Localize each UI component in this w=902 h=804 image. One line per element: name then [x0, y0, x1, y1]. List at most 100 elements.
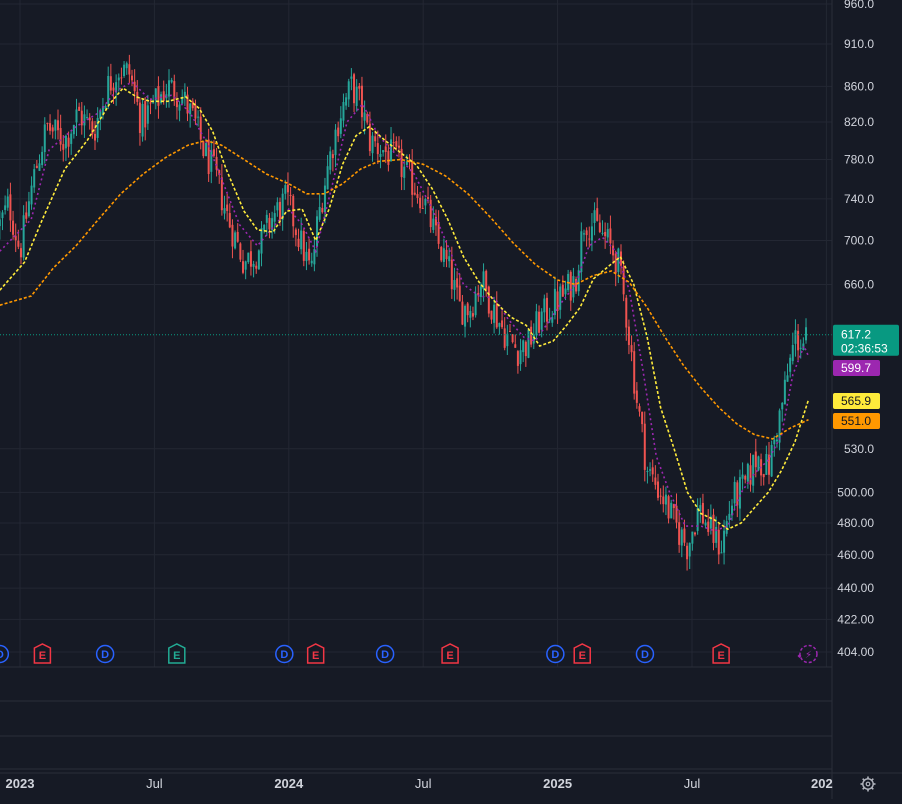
- candle-down: [524, 341, 527, 357]
- event-marker-earnings-red[interactable]: E: [573, 643, 591, 664]
- candle-down: [173, 81, 176, 100]
- event-marker-earnings-red[interactable]: E: [306, 643, 325, 664]
- candle-down: [294, 229, 297, 236]
- candle-down: [157, 86, 160, 106]
- y-tick-label: 960.0: [844, 0, 874, 11]
- candle-down: [754, 451, 757, 468]
- candle-up: [313, 249, 316, 265]
- event-marker-earnings-red[interactable]: E: [712, 643, 730, 664]
- event-marker-earnings-red[interactable]: E: [33, 643, 52, 664]
- candle-up: [522, 340, 525, 353]
- candle-down: [686, 545, 689, 560]
- dividend-icon: [375, 644, 395, 664]
- candle-down: [585, 230, 588, 236]
- event-marker-earnings-green[interactable]: E: [168, 643, 186, 664]
- candle-down: [609, 228, 612, 244]
- y-tick-label: 660.0: [844, 278, 874, 292]
- candle-down: [556, 291, 559, 311]
- candle-down: [604, 231, 607, 237]
- candle-down: [80, 110, 83, 126]
- candle-up: [345, 97, 348, 106]
- candle-up: [252, 263, 255, 267]
- candle-down: [331, 154, 334, 159]
- grid: [0, 0, 832, 667]
- candle-up: [326, 166, 329, 190]
- candle-up: [680, 529, 683, 546]
- event-letter: E: [717, 650, 724, 662]
- y-tick-label: 500.00: [837, 485, 874, 499]
- time-axis[interactable]: [0, 667, 902, 799]
- candle-down: [242, 261, 245, 273]
- event-marker-dividend[interactable]: D: [275, 644, 294, 664]
- candle-up: [146, 105, 149, 124]
- candle-down: [78, 106, 81, 111]
- candle-up: [22, 215, 25, 258]
- candle-down: [358, 85, 361, 89]
- candle-down: [392, 142, 395, 144]
- candle-down: [302, 231, 305, 261]
- y-tick-label: 910.0: [844, 37, 874, 51]
- candle-up: [123, 64, 126, 77]
- event-marker-dividend[interactable]: D: [635, 644, 655, 664]
- event-marker-dividend[interactable]: D: [0, 644, 10, 664]
- candle-up: [284, 185, 287, 194]
- candle-up: [572, 276, 575, 298]
- event-marker-dividend[interactable]: D: [375, 644, 395, 664]
- candle-down: [487, 286, 490, 314]
- y-tick-label: 530.0: [844, 442, 874, 456]
- candle-up: [323, 185, 326, 213]
- candle-up: [189, 103, 192, 115]
- ma-badge-value: 599.7: [841, 361, 871, 375]
- event-marker-upcoming[interactable]: ⚡: [797, 644, 818, 664]
- candle-up: [506, 333, 509, 347]
- candle-up: [741, 474, 744, 479]
- event-marker-earnings-red[interactable]: E: [441, 643, 459, 664]
- candle-down: [368, 123, 371, 152]
- candle-up: [752, 454, 755, 486]
- event-markers[interactable]: D E D E D E D E D E D E ⚡: [0, 643, 818, 664]
- event-letter: D: [0, 649, 4, 661]
- earnings-icon: [306, 643, 325, 664]
- x-tick-label: 2024: [274, 776, 304, 791]
- candle-up: [197, 116, 200, 118]
- candle-up: [601, 232, 604, 234]
- candles: [0, 54, 808, 571]
- candle-up: [519, 350, 522, 365]
- candle-up: [664, 494, 667, 505]
- candle-down: [207, 139, 210, 175]
- candle-up: [41, 151, 44, 166]
- event-letter: D: [551, 649, 559, 661]
- candle-up: [577, 270, 580, 292]
- candle-down: [162, 91, 165, 102]
- candle-up: [715, 526, 718, 543]
- candle-up: [527, 329, 530, 358]
- candle-down: [538, 311, 541, 333]
- candle-up: [688, 542, 691, 557]
- x-tick-label: Jul: [684, 776, 701, 791]
- candle-up: [390, 139, 393, 162]
- event-marker-dividend[interactable]: D: [95, 644, 115, 664]
- candle-down: [768, 454, 771, 475]
- candle-down: [186, 94, 189, 114]
- x-tick-label: 2023: [6, 776, 35, 791]
- candle-down: [485, 270, 488, 290]
- candle-down: [598, 222, 601, 232]
- candle-up: [86, 117, 89, 119]
- bar-countdown: 02:36:53: [841, 342, 888, 356]
- candle-up: [580, 231, 583, 272]
- candle-up: [540, 311, 543, 330]
- candle-down: [212, 149, 215, 156]
- candle-up: [72, 124, 75, 135]
- event-marker-dividend[interactable]: D: [546, 644, 565, 664]
- candle-up: [318, 206, 321, 220]
- candle-down: [228, 213, 231, 228]
- candle-up: [0, 219, 1, 227]
- x-tick-label: 202: [811, 776, 833, 791]
- candle-down: [62, 144, 65, 150]
- settings-button[interactable]: [860, 776, 876, 792]
- candle-down: [109, 76, 112, 91]
- candle-up: [757, 456, 760, 471]
- candle-down: [231, 224, 234, 247]
